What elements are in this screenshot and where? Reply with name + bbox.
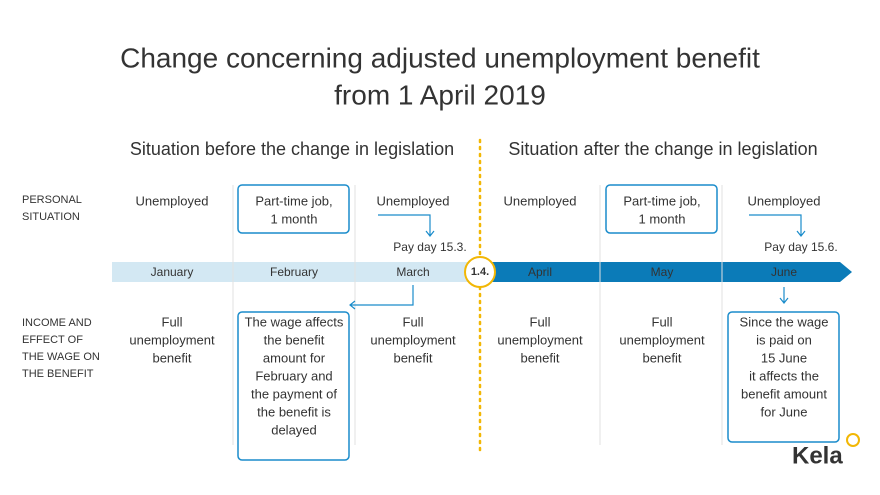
income-text: it affects the bbox=[749, 368, 819, 383]
row-label: THE WAGE ON bbox=[22, 351, 100, 363]
situation-text: Unemployed bbox=[748, 193, 821, 208]
pay-day-arrow bbox=[749, 214, 806, 237]
income-text: The wage affects bbox=[245, 314, 344, 329]
income-text: Full bbox=[403, 314, 424, 329]
pay-day: Pay day 15.3. bbox=[393, 240, 466, 254]
income-text: benefit bbox=[642, 350, 681, 365]
income-text: benefit bbox=[393, 350, 432, 365]
situation-box bbox=[237, 184, 350, 234]
situation-text: Part-time job, bbox=[623, 193, 700, 208]
income-text: Full bbox=[652, 314, 673, 329]
situation-box bbox=[605, 184, 718, 234]
situation-text: Unemployed bbox=[136, 193, 209, 208]
income-text: unemployment bbox=[619, 332, 705, 347]
row-label: INCOME AND bbox=[22, 317, 92, 329]
income-text: unemployment bbox=[497, 332, 583, 347]
situation-text: 1 month bbox=[271, 211, 318, 226]
income-text: amount for bbox=[263, 350, 326, 365]
timeline-after bbox=[492, 262, 852, 282]
income-text: February and bbox=[255, 368, 332, 383]
income-arrow bbox=[779, 287, 789, 304]
income-text: benefit bbox=[152, 350, 191, 365]
situation-text: 1 month bbox=[639, 211, 686, 226]
income-box bbox=[727, 311, 840, 443]
logo-mark bbox=[846, 433, 860, 447]
logo: Kela bbox=[792, 442, 843, 469]
income-box bbox=[237, 311, 350, 461]
income-text: Full bbox=[162, 314, 183, 329]
section-heading: Situation after the change in legislatio… bbox=[508, 139, 817, 159]
income-text: the benefit is bbox=[257, 404, 331, 419]
income-text: benefit bbox=[520, 350, 559, 365]
row-label: PERSONAL bbox=[22, 194, 82, 206]
income-text: unemployment bbox=[370, 332, 456, 347]
divider-badge bbox=[464, 256, 496, 288]
income-text: for June bbox=[761, 404, 808, 419]
section-heading: Situation before the change in legislati… bbox=[130, 139, 454, 159]
row-label: SITUATION bbox=[22, 211, 80, 223]
title-line: Change concerning adjusted unemployment … bbox=[120, 42, 760, 73]
income-text: Since the wage bbox=[740, 314, 829, 329]
row-label: THE BENEFIT bbox=[22, 368, 94, 380]
month-label: April bbox=[528, 265, 552, 279]
month-label: February bbox=[270, 265, 318, 279]
income-text: benefit amount bbox=[741, 386, 827, 401]
row-label: EFFECT OF bbox=[22, 334, 83, 346]
income-text: is paid on bbox=[756, 332, 812, 347]
pay-day: Pay day 15.6. bbox=[764, 240, 837, 254]
income-text: unemployment bbox=[129, 332, 215, 347]
pay-day-arrow bbox=[378, 214, 435, 237]
situation-text: Unemployed bbox=[504, 193, 577, 208]
income-text: 15 June bbox=[761, 350, 807, 365]
income-text: the benefit bbox=[264, 332, 325, 347]
month-label: May bbox=[651, 265, 674, 279]
income-text: delayed bbox=[271, 422, 317, 437]
month-label: January bbox=[151, 265, 194, 279]
title-line: from 1 April 2019 bbox=[334, 79, 546, 110]
income-text: the payment of bbox=[251, 386, 337, 401]
divider-label: 1.4. bbox=[471, 266, 489, 278]
month-label: March bbox=[396, 265, 429, 279]
income-arrow bbox=[349, 285, 414, 310]
income-text: Full bbox=[530, 314, 551, 329]
month-label: June bbox=[771, 265, 797, 279]
timeline-before bbox=[112, 262, 468, 282]
situation-text: Unemployed bbox=[377, 193, 450, 208]
situation-text: Part-time job, bbox=[255, 193, 332, 208]
